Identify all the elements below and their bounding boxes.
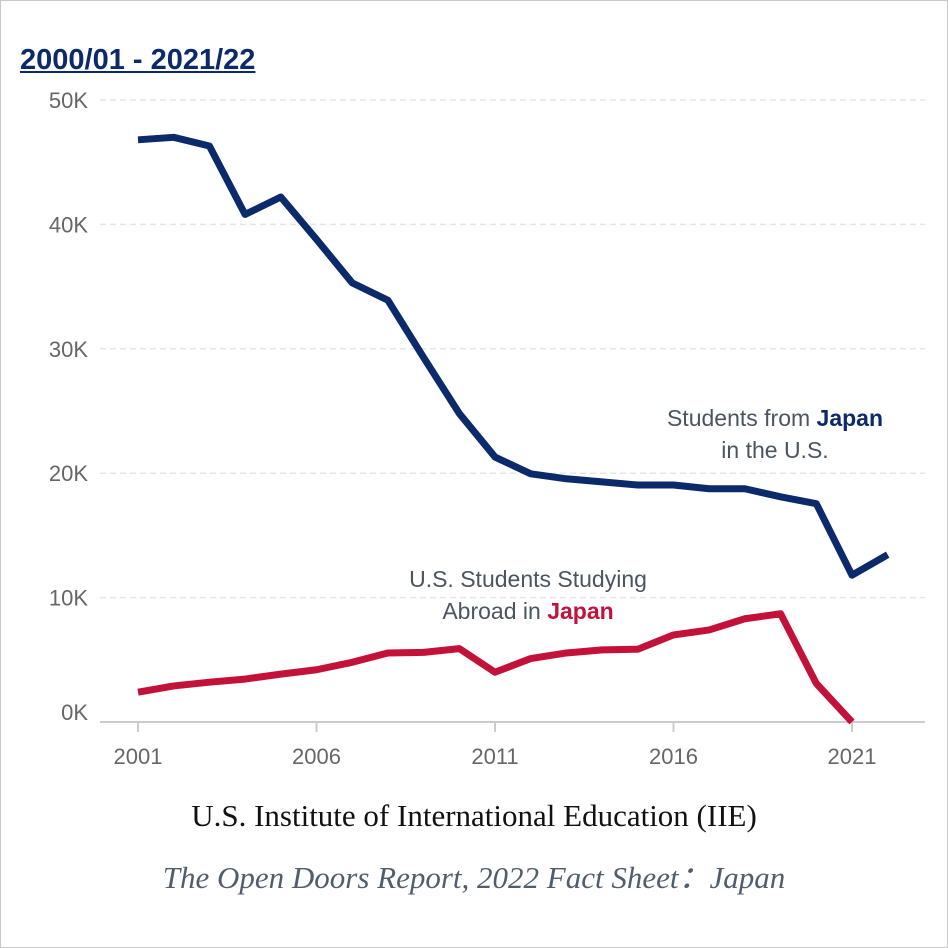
source-credit: U.S. Institute of International Educatio… [191, 798, 757, 833]
y-tick-label: 40K [49, 212, 88, 237]
y-tick-label: 10K [49, 586, 88, 611]
x-tick-label: 2011 [471, 744, 518, 769]
y-tick-label: 50K [49, 88, 88, 113]
x-tick-label: 2021 [828, 744, 877, 769]
annotation-japan-in-us-line1: Students from Japan [667, 405, 883, 431]
y-tick-label: 20K [49, 461, 88, 486]
period-title: 2000/01 - 2021/22 [20, 44, 256, 76]
x-tick-label: 2006 [292, 744, 341, 769]
x-tick-label: 2001 [114, 744, 163, 769]
y-tick-label: 30K [49, 337, 88, 362]
annotation-us-in-japan-line1: U.S. Students Studying [409, 566, 647, 592]
series-line-japan-in-us [137, 133, 890, 579]
annotation-japan-in-us-line2: in the U.S. [721, 437, 828, 463]
report-title: The Open Doors Report, 2022 Fact Sheet：J… [162, 860, 786, 895]
annotation-us-in-japan-line2: Abroad in Japan [442, 598, 613, 624]
gridlines [100, 99, 925, 599]
y-tick-label: 0K [61, 700, 88, 725]
axes: 0K 10K 20K 30K 40K 50K 2001 2006 2011 2016 2021 [49, 88, 925, 769]
series-line-us-in-japan [137, 610, 855, 725]
x-tick-label: 2016 [649, 744, 698, 769]
series-lines [137, 133, 890, 725]
